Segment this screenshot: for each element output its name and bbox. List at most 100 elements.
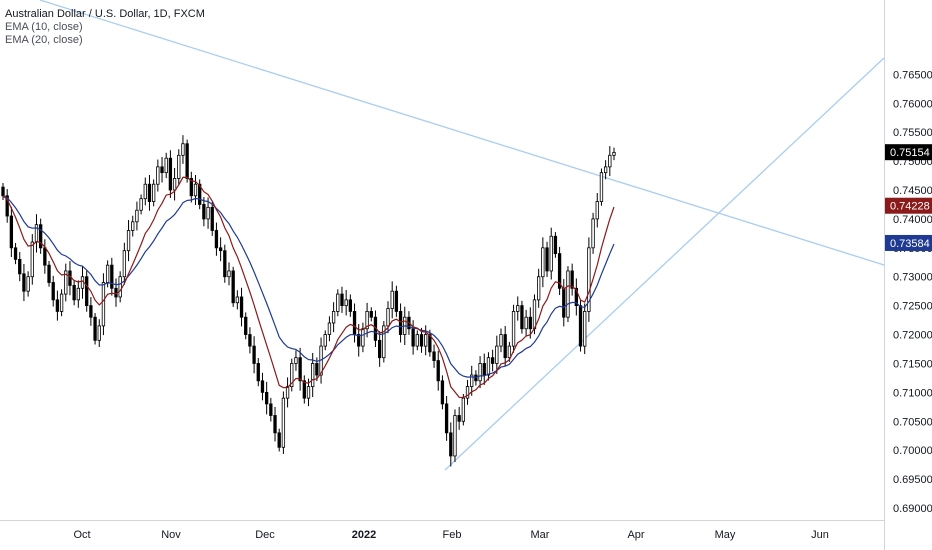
y-tick-label: 0.73000 xyxy=(893,272,932,284)
candle-body xyxy=(478,363,482,382)
ema10-value-badge-bg xyxy=(885,197,932,214)
candle-body xyxy=(39,224,43,249)
y-tick-label: 0.76000 xyxy=(893,98,932,110)
candle-body xyxy=(344,299,348,307)
candle-body xyxy=(285,386,290,399)
price-value-badge: 0.75154 xyxy=(890,147,930,159)
candle-body xyxy=(131,221,135,231)
candle-body xyxy=(85,276,89,307)
candle-body xyxy=(93,316,97,341)
x-tick-label: Jun xyxy=(811,529,829,541)
x-tick-label: Dec xyxy=(255,529,275,541)
candle-body xyxy=(306,386,311,399)
candle-body xyxy=(470,374,474,387)
candle-body xyxy=(541,247,545,278)
ema10-value-badge: 0.74228 xyxy=(890,201,930,213)
candle-body xyxy=(449,432,453,457)
candle-body xyxy=(507,345,512,359)
candle-body xyxy=(290,363,294,387)
candle-body xyxy=(482,363,486,376)
candle-body xyxy=(30,241,34,278)
candle-body xyxy=(51,282,55,301)
candle-body xyxy=(411,328,415,347)
x-tick-label: Mar xyxy=(531,529,550,541)
candle-body xyxy=(214,230,219,249)
y-tick-label: 0.71500 xyxy=(893,358,932,370)
candle-body xyxy=(415,334,419,347)
candle-body xyxy=(461,397,465,422)
candle-body xyxy=(1,186,5,197)
candle-body xyxy=(369,311,373,318)
candle-body xyxy=(72,284,76,301)
candle-body xyxy=(528,316,532,330)
candle-body xyxy=(574,287,578,307)
candle-body xyxy=(331,311,336,324)
candle-body xyxy=(43,247,47,266)
candle-body xyxy=(390,290,394,309)
candle-body xyxy=(202,204,206,220)
candle-body xyxy=(264,391,269,405)
candle-body xyxy=(13,247,18,260)
candle-body xyxy=(218,247,223,252)
candle-body xyxy=(570,270,574,289)
candle-body xyxy=(440,380,445,405)
candle-body xyxy=(110,264,114,289)
candle-body xyxy=(537,276,541,301)
candle-body xyxy=(302,380,306,399)
candle-body xyxy=(168,157,173,191)
candle-body xyxy=(595,201,599,220)
price-value-badge-bg xyxy=(885,144,932,161)
candle-body xyxy=(143,183,147,200)
candle-body xyxy=(147,183,152,202)
candle-body xyxy=(553,235,558,255)
candle-body xyxy=(252,345,256,364)
ema20-value-badge-bg xyxy=(885,234,932,251)
candle-body xyxy=(386,308,390,327)
candle-body xyxy=(118,276,122,298)
candle-body xyxy=(495,345,499,364)
candle-body xyxy=(235,296,240,304)
candle-body xyxy=(294,357,298,364)
chart-title: Australian Dollar / U.S. Dollar, 1D, FXC… xyxy=(5,8,205,20)
candle-body xyxy=(269,403,273,416)
ema20-legend: EMA (20, close) xyxy=(5,34,83,46)
x-tick-label: 2022 xyxy=(352,529,376,541)
candle-body xyxy=(365,311,369,330)
candle-body xyxy=(490,357,495,364)
y-tick-label: 0.74500 xyxy=(893,185,932,197)
candle-body xyxy=(562,287,566,318)
candle-body xyxy=(327,322,332,335)
candle-body xyxy=(105,264,110,283)
candle-body xyxy=(248,334,252,347)
candle-body xyxy=(557,253,562,289)
candle-body xyxy=(122,250,127,278)
candle-body xyxy=(612,152,616,156)
candle-body xyxy=(164,157,168,174)
candle-body xyxy=(181,143,185,156)
candle-body xyxy=(578,305,583,347)
x-tick-label: Nov xyxy=(161,529,181,541)
y-tick-label: 0.72500 xyxy=(893,301,932,313)
candle-body xyxy=(583,311,587,347)
candle-body xyxy=(193,183,198,197)
candle-body xyxy=(135,209,139,223)
candle-body xyxy=(499,334,503,347)
candle-body xyxy=(298,357,302,382)
candle-body xyxy=(281,397,286,448)
candle-body xyxy=(89,305,93,318)
candle-body xyxy=(260,380,265,393)
y-tick-label: 0.70000 xyxy=(893,445,932,457)
candle-body xyxy=(524,316,528,330)
y-tick-label: 0.72000 xyxy=(893,330,932,342)
candle-body xyxy=(340,293,344,307)
candle-body xyxy=(419,334,424,347)
candle-body xyxy=(511,311,516,347)
candle-body xyxy=(520,305,524,330)
candle-body xyxy=(599,172,604,202)
candle-body xyxy=(436,360,440,382)
candle-body xyxy=(76,287,80,301)
candle-body xyxy=(587,247,591,312)
candle-body xyxy=(474,374,478,382)
candle-body xyxy=(55,299,60,312)
